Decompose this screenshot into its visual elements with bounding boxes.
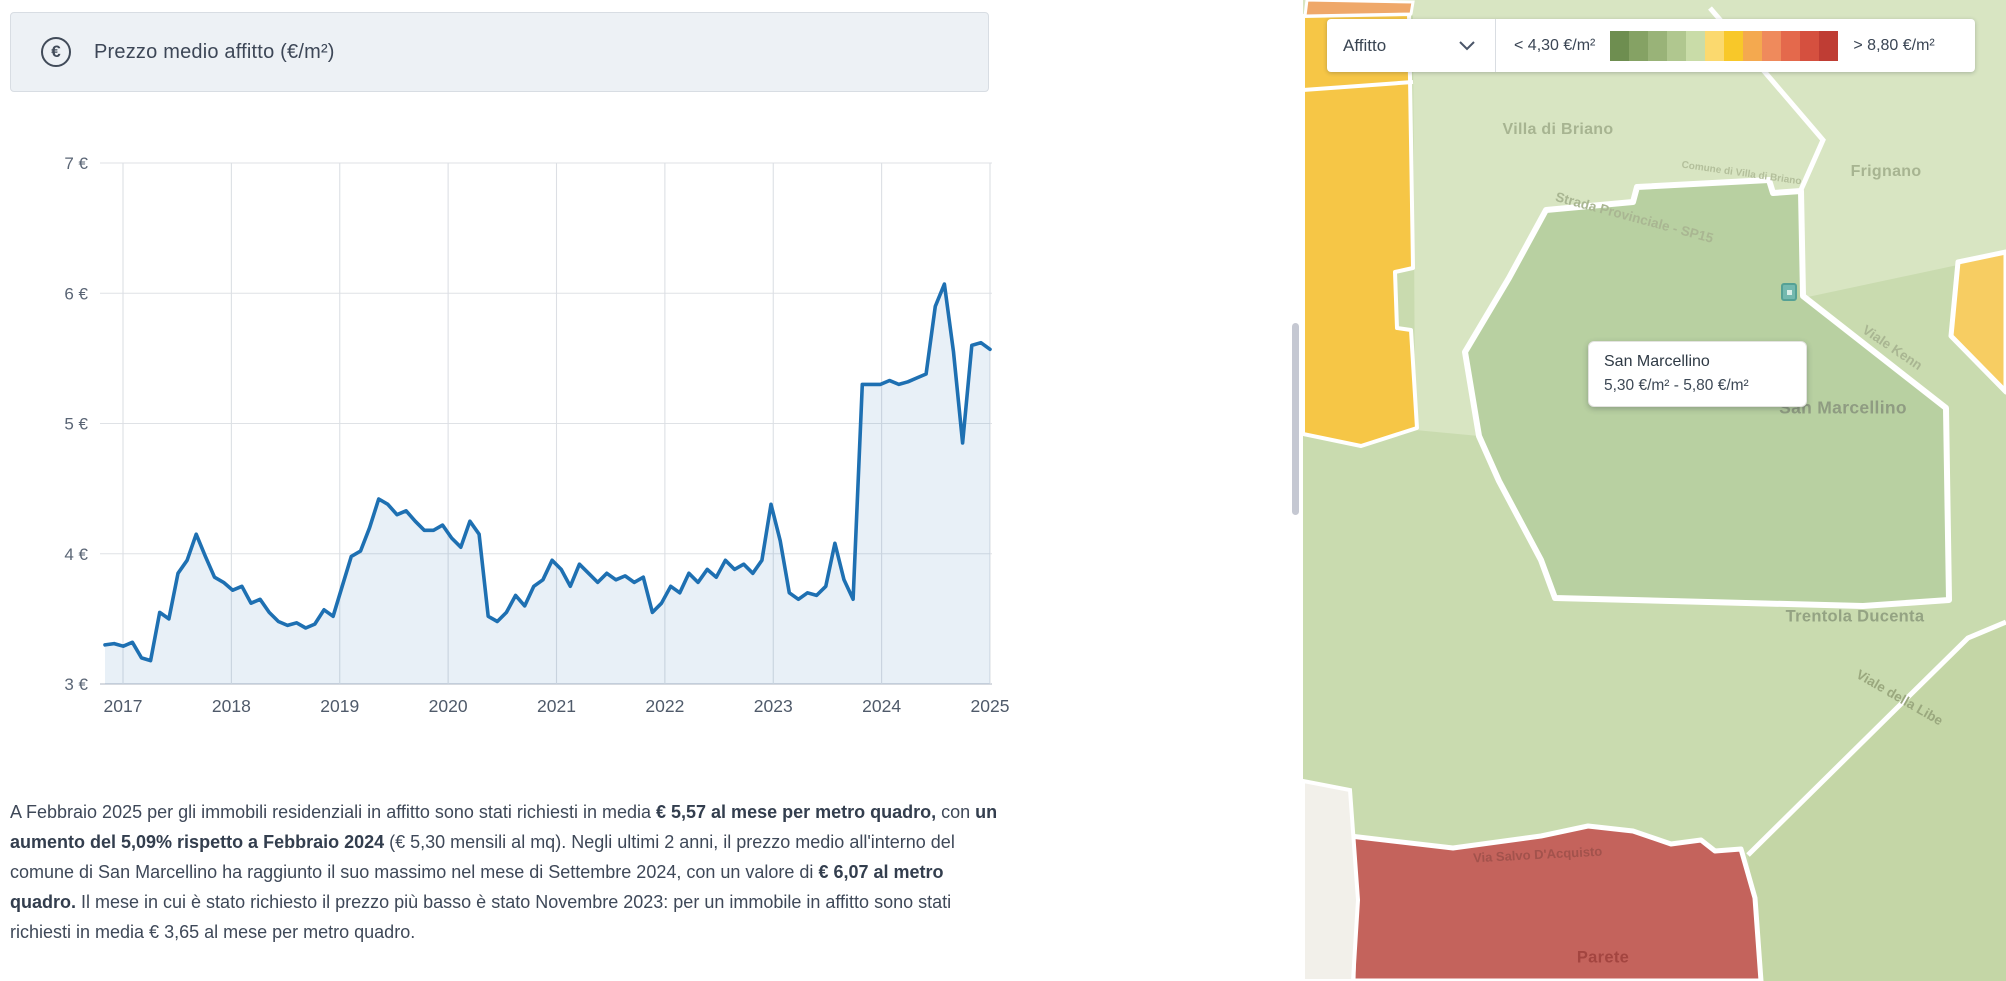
legend-dropdown-value: Affitto <box>1343 35 1387 55</box>
x-axis-tick-label: 2019 <box>320 696 359 716</box>
map-tooltip: San Marcellino 5,30 €/m² - 5,80 €/m² <box>1588 341 1807 407</box>
map-city-label: Villa di Briano <box>1502 121 1614 138</box>
legend-swatch <box>1743 30 1763 61</box>
legend-swatch <box>1724 30 1744 61</box>
map-legend-bar: Affitto < 4,30 €/m² > 8,80 €/m² <box>1327 19 1975 72</box>
legend-swatch <box>1667 30 1687 61</box>
legend-swatch <box>1705 30 1725 61</box>
legend-swatch <box>1648 30 1668 61</box>
legend-swatch <box>1610 30 1630 61</box>
price-chart-panel: € Prezzo medio affitto (€/m²) 3 € 4 € 5 € 6… <box>0 0 1010 981</box>
legend-separator <box>1495 19 1496 72</box>
y-axis-tick-label: 6 € <box>64 284 88 303</box>
tooltip-municipality-name: San Marcellino <box>1604 353 1710 370</box>
map-region-yellow-east <box>1948 249 2006 395</box>
chevron-down-icon <box>1459 40 1475 50</box>
map-pin-icon[interactable] <box>1781 283 1797 301</box>
x-axis-tick-label: 2020 <box>429 696 468 716</box>
y-axis-tick-label: 4 € <box>64 545 88 564</box>
map-city-label: San Marcellino <box>1779 397 1907 418</box>
x-axis-tick-label: 2022 <box>645 696 684 716</box>
legend-swatch <box>1629 30 1649 61</box>
rent-price-line-chart[interactable]: 3 € 4 € 5 € 6 € 7 € 2017 2018 2019 2020 2021 2022 2… <box>0 0 1010 981</box>
y-axis-tick-label: 5 € <box>64 415 88 434</box>
map-city-label: Frignano <box>1850 163 1922 180</box>
legend-swatch <box>1781 30 1801 61</box>
map-border-southeast <box>1746 619 2006 857</box>
price-heatmap-panel: Strada Provinciale - SP15 Comune di Villa… <box>1303 0 2006 981</box>
legend-color-scale <box>1610 30 1839 61</box>
x-axis-tick-label: 2025 <box>971 696 1010 716</box>
y-axis-tick-label: 3 € <box>64 675 88 694</box>
x-axis-tick-label: 2017 <box>104 696 143 716</box>
chart-title: Prezzo medio affitto (€/m²) <box>94 40 335 63</box>
legend-swatch <box>1686 30 1706 61</box>
y-axis-tick-label: 7 € <box>64 154 88 173</box>
map-border-west <box>1303 80 1414 92</box>
map-region-offwhite <box>1303 778 1361 981</box>
x-axis-tick-label: 2024 <box>862 696 901 716</box>
legend-swatch <box>1800 30 1820 61</box>
map-region-southeast <box>1748 620 2006 981</box>
x-axis-tick-label: 2018 <box>212 696 251 716</box>
euro-circle-icon: € <box>41 37 71 67</box>
chart-area-fill <box>105 284 990 684</box>
chart-header: € Prezzo medio affitto (€/m²) <box>10 12 989 92</box>
tooltip-price-range: 5,30 €/m² - 5,80 €/m² <box>1604 377 1749 394</box>
legend-swatch <box>1819 30 1839 61</box>
legend-max-label: > 8,80 €/m² <box>1853 36 1935 54</box>
vertical-scrollbar-thumb[interactable] <box>1292 323 1299 515</box>
legend-min-label: < 4,30 €/m² <box>1514 36 1596 54</box>
chart-price-line <box>103 282 992 663</box>
x-axis-tick-label: 2021 <box>537 696 576 716</box>
legend-metric-dropdown[interactable]: Affitto <box>1343 36 1475 56</box>
map-region-orange-strip <box>1303 0 1415 18</box>
legend-swatch <box>1762 30 1782 61</box>
map-region-parete <box>1347 823 1764 981</box>
map-city-label: Trentola Ducenta <box>1785 607 1925 626</box>
map-canvas[interactable] <box>1303 0 2006 981</box>
map-region-yellow-west <box>1303 12 1419 448</box>
x-axis-tick-label: 2023 <box>754 696 793 716</box>
price-summary-text: A Febbraio 2025 per gli immobili residen… <box>10 802 998 942</box>
map-city-label: Parete <box>1576 948 1630 967</box>
